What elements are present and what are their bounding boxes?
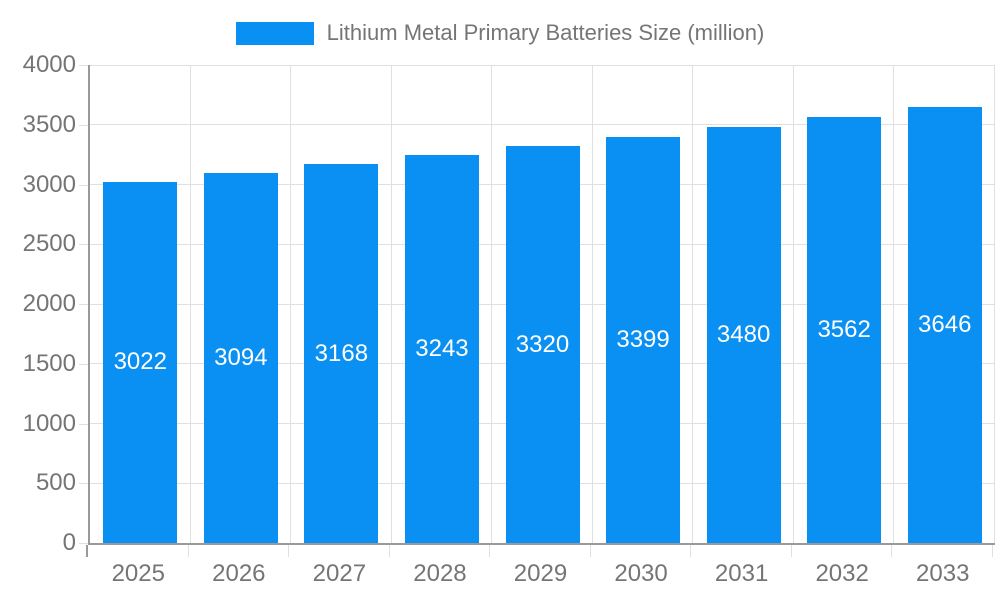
bar-value-label: 3646 — [918, 311, 972, 339]
x-axis-tick-label: 2029 — [513, 560, 568, 587]
y-axis-tick-label: 500 — [35, 469, 76, 497]
bar-value-label: 3320 — [515, 330, 570, 358]
x-axis-tick — [690, 545, 692, 557]
x-axis-tick-label: 2031 — [714, 560, 769, 587]
y-axis-tick-label: 2000 — [22, 290, 76, 317]
y-axis-tick — [79, 304, 88, 305]
y-axis-tick-label: 3000 — [22, 170, 76, 198]
x-axis-tick-label: 2030 — [614, 560, 668, 587]
gridline-vertical — [692, 65, 694, 543]
x-axis-tick-label: 2032 — [815, 560, 869, 587]
x-axis-tick — [489, 545, 491, 557]
bar-value-label: 3480 — [716, 321, 771, 349]
x-axis-tick — [388, 545, 390, 557]
bar — [706, 127, 781, 543]
y-axis-tick — [79, 543, 88, 544]
legend-item[interactable]: Lithium Metal Primary Batteries Size (mi… — [0, 20, 1000, 46]
y-axis-tick — [79, 124, 88, 126]
y-axis-tick — [79, 184, 88, 186]
x-axis-tick — [86, 545, 88, 557]
x-axis-tick — [891, 545, 893, 557]
y-axis-tick-label: 1500 — [22, 349, 76, 377]
bar — [505, 146, 580, 543]
gridline-vertical — [893, 65, 895, 543]
y-axis-tick-label: 4000 — [22, 51, 76, 78]
gridline-horizontal — [90, 64, 995, 66]
bar — [907, 107, 982, 543]
y-axis-tick-label: 1000 — [22, 409, 76, 437]
x-axis-tick — [288, 545, 290, 557]
bar-value-label: 3243 — [415, 335, 469, 363]
bar-value-label: 3562 — [817, 316, 871, 344]
y-axis-tick — [79, 65, 88, 66]
y-axis-tick — [79, 363, 88, 365]
y-axis-tick — [79, 244, 88, 246]
gridline-vertical — [491, 65, 493, 543]
x-axis-tick-label: 2027 — [312, 560, 367, 587]
bar-value-label: 3022 — [113, 348, 167, 376]
y-axis-tick-label: 2500 — [22, 230, 76, 258]
legend-label: Lithium Metal Primary Batteries Size (mi… — [326, 20, 765, 45]
gridline-vertical — [390, 65, 392, 543]
bar-value-label: 3168 — [314, 339, 369, 367]
y-axis-tick-label: 3500 — [22, 110, 76, 138]
bar — [807, 117, 882, 543]
bar — [203, 173, 278, 543]
bar — [404, 155, 479, 543]
y-axis-tick — [79, 483, 88, 485]
x-axis-tick — [992, 545, 993, 557]
bar — [103, 181, 178, 543]
x-axis-tick — [187, 545, 189, 557]
gridline-vertical — [290, 65, 292, 543]
y-axis-tick — [79, 423, 88, 425]
bar — [606, 136, 681, 543]
gridline-horizontal — [90, 124, 995, 126]
legend-swatch-icon — [235, 21, 314, 45]
x-axis-tick — [790, 545, 792, 557]
x-axis-tick-label: 2033 — [916, 560, 970, 587]
gridline-vertical — [792, 65, 794, 543]
y-axis-tick-label: 0 — [62, 529, 76, 556]
x-axis-tick-label: 2028 — [413, 560, 467, 587]
bar-value-label: 3094 — [214, 344, 268, 372]
gridline-vertical — [189, 65, 191, 543]
gridline-vertical — [994, 65, 995, 543]
bar-value-label: 3399 — [616, 325, 670, 353]
plot-area: 3022 3094 3168 3243 3320 3399 3480 3562 3646 — [88, 64, 995, 545]
bar — [304, 164, 379, 543]
gridline-vertical — [591, 65, 593, 543]
x-axis-tick — [589, 545, 591, 557]
x-axis-tick-label: 2026 — [212, 560, 266, 587]
x-axis-tick-label: 2025 — [111, 560, 165, 587]
